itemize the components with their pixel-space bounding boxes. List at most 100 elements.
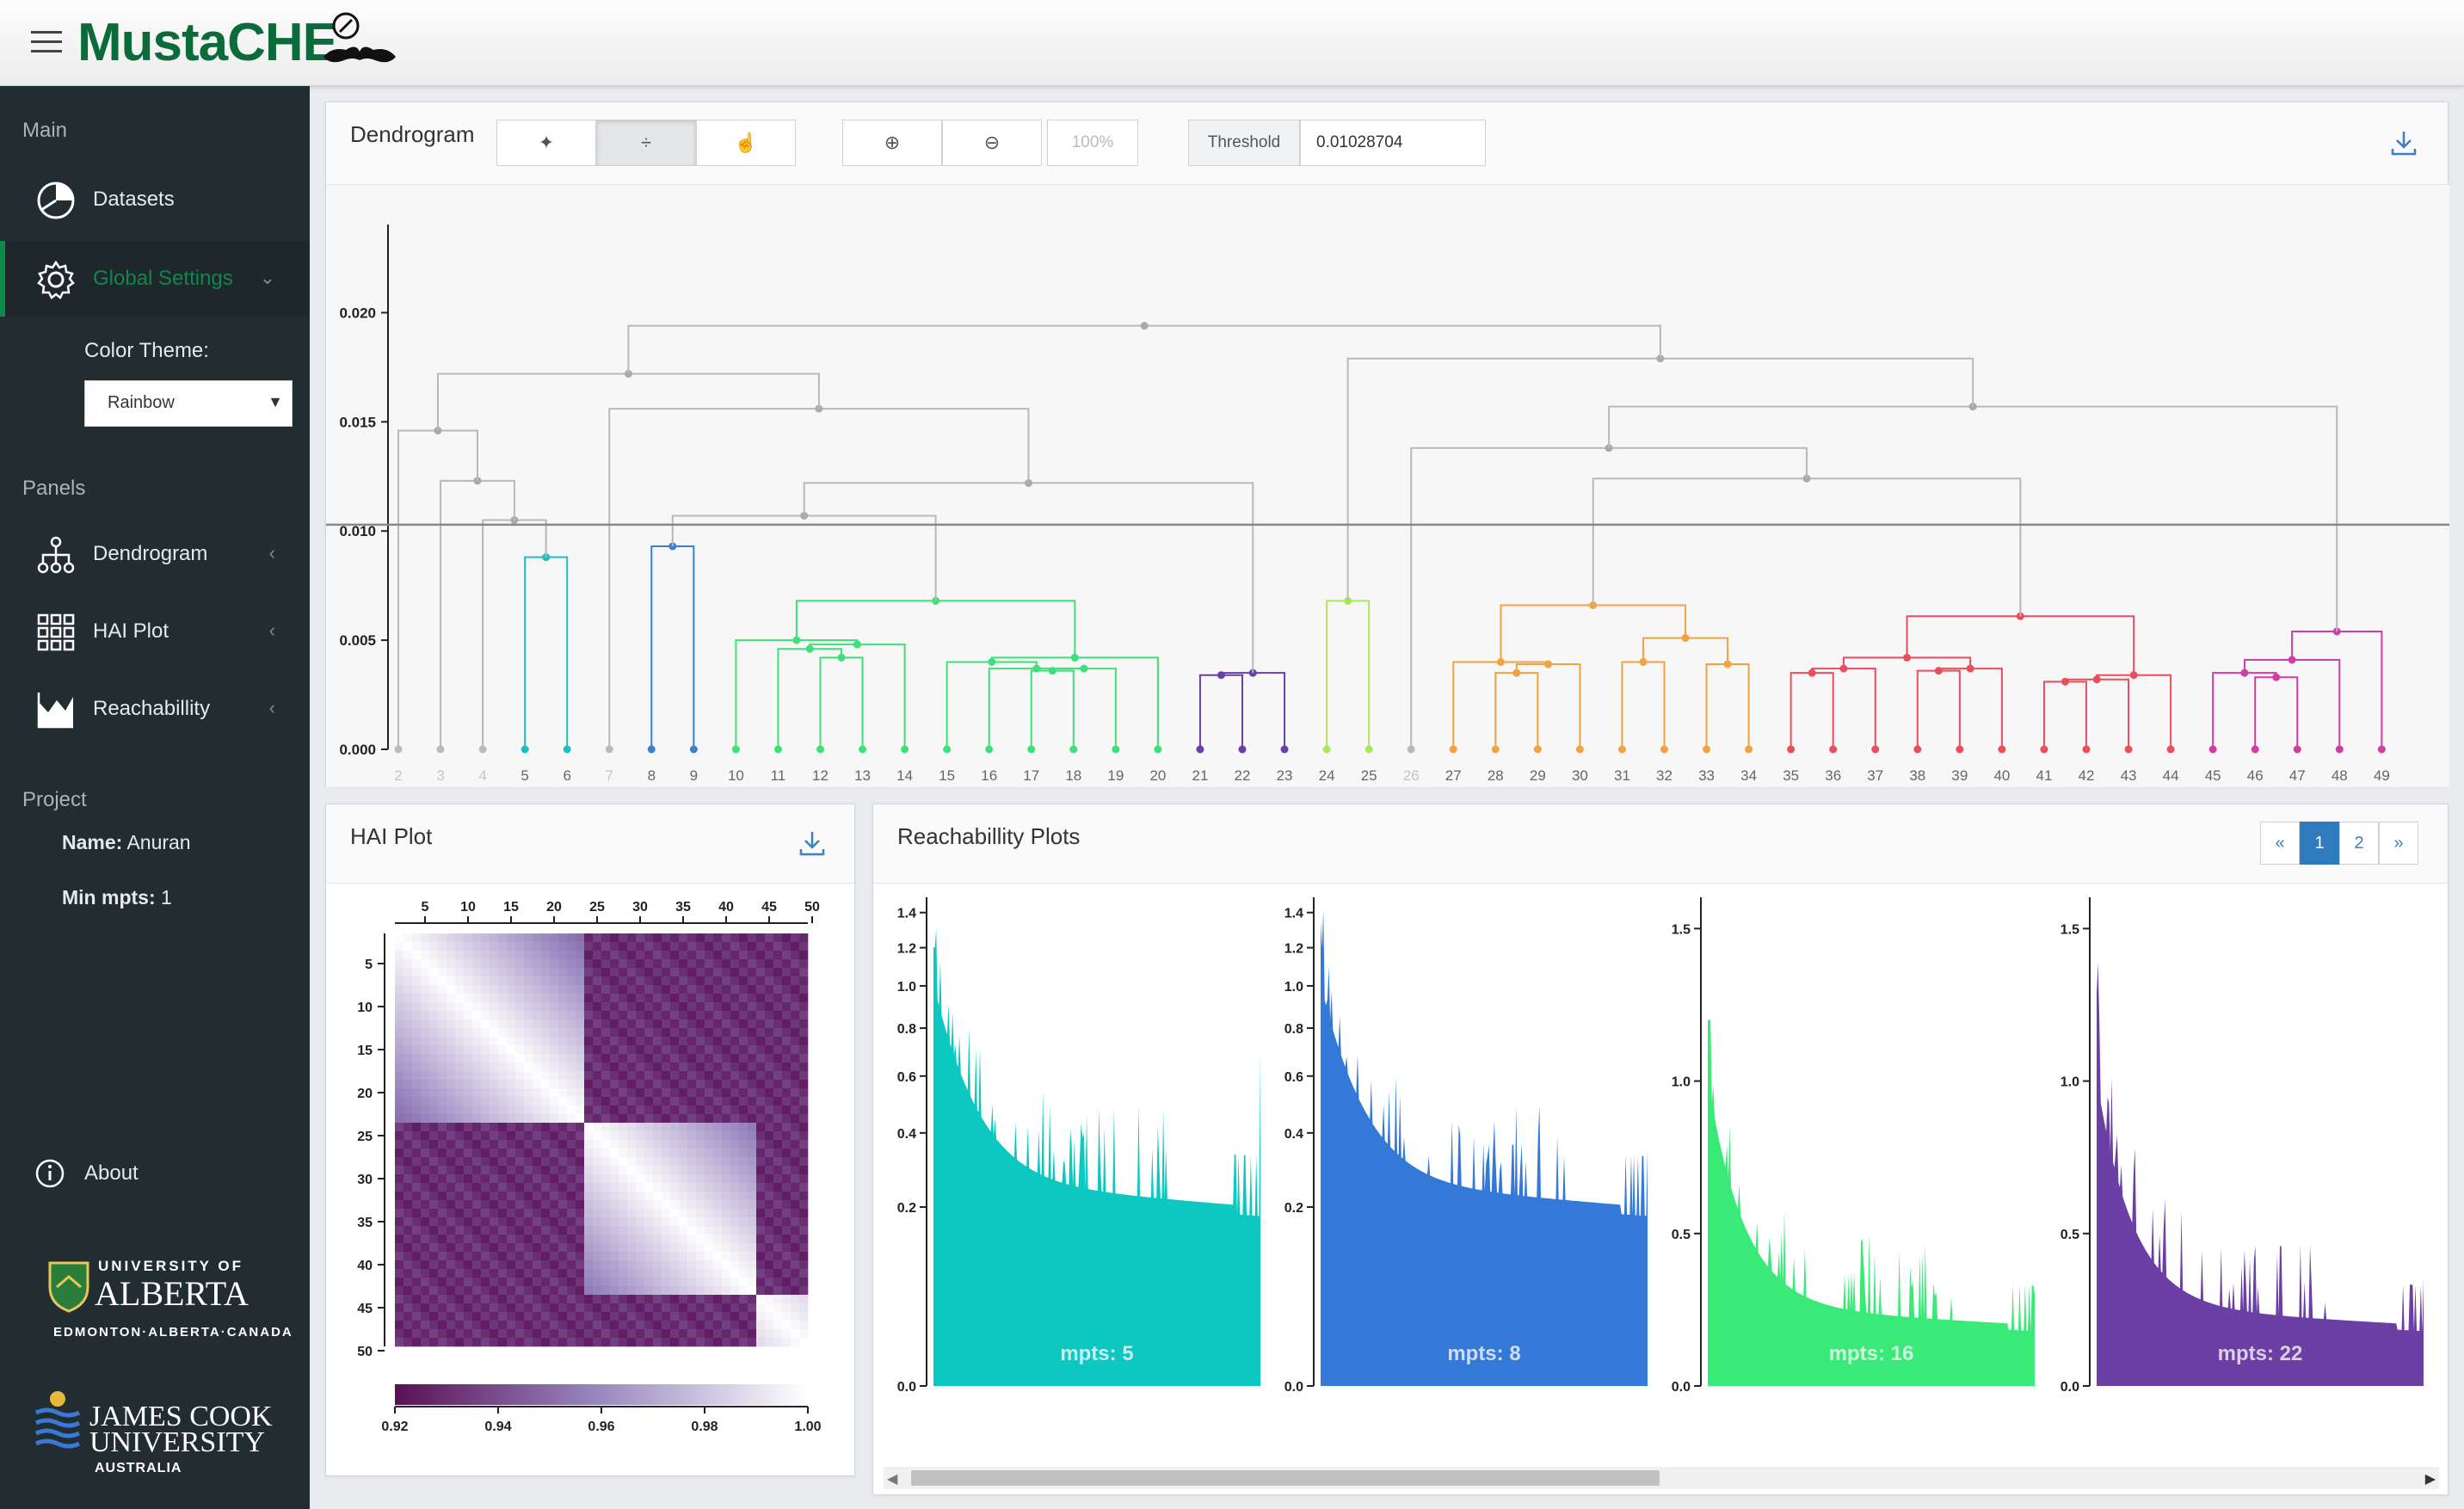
heatmap-cell bbox=[403, 1312, 413, 1321]
heatmap-cell bbox=[550, 1140, 559, 1149]
heatmap-cell bbox=[670, 1243, 680, 1253]
heatmap-cell bbox=[730, 1088, 740, 1098]
heatmap-cell bbox=[627, 1045, 637, 1055]
heatmap-cell bbox=[515, 1329, 525, 1339]
heatmap-cell bbox=[438, 1303, 447, 1313]
heatmap-cell bbox=[464, 1329, 473, 1339]
sidebar-item-about[interactable]: About bbox=[0, 1146, 310, 1206]
heatmap-cell bbox=[619, 1260, 628, 1270]
pager-page-2[interactable]: 2 bbox=[2339, 822, 2379, 865]
heatmap-cell bbox=[782, 1011, 792, 1020]
heatmap-cell bbox=[584, 968, 594, 977]
heatmap-cell bbox=[627, 1140, 637, 1149]
heatmap-cell bbox=[722, 1054, 731, 1063]
threshold-tool-button[interactable]: ÷ bbox=[596, 120, 696, 166]
heatmap-cell bbox=[705, 1088, 714, 1098]
download-icon[interactable] bbox=[2389, 128, 2418, 157]
heatmap-cell bbox=[773, 1321, 783, 1330]
heatmap-cell bbox=[558, 1312, 568, 1321]
pager-page-1[interactable]: 1 bbox=[2300, 822, 2339, 865]
sidebar-item-global-settings[interactable]: Global Settings ⌄ bbox=[0, 241, 310, 317]
heatmap-cell bbox=[610, 1252, 619, 1261]
heatmap-cell bbox=[662, 1321, 671, 1330]
heatmap-cell bbox=[472, 1028, 482, 1038]
heatmap-cell bbox=[722, 976, 731, 986]
heatmap-cell bbox=[395, 1226, 404, 1235]
heatmap-cell bbox=[722, 1106, 731, 1115]
heatmap-cell bbox=[550, 1054, 559, 1063]
heatmap-cell bbox=[636, 1200, 645, 1210]
heatmap-cell bbox=[730, 1019, 740, 1029]
heatmap-cell bbox=[705, 1166, 714, 1175]
threshold-input[interactable]: 0.01028704 bbox=[1300, 120, 1486, 166]
heatmap-cell bbox=[472, 942, 482, 952]
scrollbar-thumb[interactable] bbox=[911, 1470, 1660, 1486]
heatmap-cell bbox=[756, 976, 766, 986]
hai-heatmap[interactable]: 5 10 15 20 25 30 35 40 45 5051015202530354045500.… bbox=[326, 884, 856, 1477]
heatmap-cell bbox=[687, 1062, 697, 1072]
download-icon[interactable] bbox=[798, 828, 827, 858]
heatmap-cell bbox=[791, 976, 800, 986]
heatmap-cell bbox=[541, 1192, 551, 1201]
color-theme-select[interactable]: Rainbow ▼ bbox=[84, 380, 293, 427]
project-min-mpts: Min mpts: 1 bbox=[62, 886, 172, 909]
heatmap-cell bbox=[791, 1011, 800, 1020]
sidebar-item-hai-plot[interactable]: HAI Plot ‹ bbox=[0, 594, 310, 669]
heatmap-cell bbox=[653, 1209, 662, 1218]
heatmap-cell bbox=[515, 1045, 525, 1055]
heatmap-cell bbox=[748, 985, 757, 995]
pie-chart-icon bbox=[37, 182, 75, 219]
heatmap-cell bbox=[799, 1028, 809, 1038]
heatmap-cell bbox=[662, 1252, 671, 1261]
sidebar-item-dendrogram[interactable]: Dendrogram ‹ bbox=[0, 516, 310, 592]
pager-next[interactable]: » bbox=[2379, 822, 2418, 865]
heatmap-cell bbox=[644, 951, 654, 960]
heatmap-cell bbox=[696, 1002, 705, 1012]
sidebar-item-reachability[interactable]: Reachabillity ‹ bbox=[0, 671, 310, 747]
select-tool-button[interactable]: ✦ bbox=[496, 120, 596, 166]
heatmap-cell bbox=[507, 985, 516, 995]
scroll-left-icon[interactable]: ◀ bbox=[887, 1472, 898, 1487]
heatmap-cell bbox=[644, 1174, 654, 1184]
heatmap-cell bbox=[713, 1149, 723, 1158]
heatmap-cell bbox=[498, 1011, 508, 1020]
heatmap-cell bbox=[533, 1338, 542, 1347]
zoom-in-button[interactable]: ⊕ bbox=[842, 120, 942, 166]
sidebar-item-datasets[interactable]: Datasets bbox=[0, 162, 310, 237]
heatmap-cell bbox=[498, 1217, 508, 1227]
heatmap-cell bbox=[584, 1329, 594, 1339]
heatmap-cell bbox=[576, 1303, 585, 1313]
heatmap-cell bbox=[558, 1252, 568, 1261]
zoom-out-button[interactable]: ⊖ bbox=[942, 120, 1042, 166]
heatmap-cell bbox=[687, 959, 697, 969]
heatmap-cell bbox=[584, 942, 594, 952]
heatmap-cell bbox=[627, 1226, 637, 1235]
heatmap-cell bbox=[464, 1321, 473, 1330]
heatmap-cell bbox=[584, 1183, 594, 1192]
heatmap-cell bbox=[705, 1028, 714, 1038]
heatmap-cell bbox=[756, 1097, 766, 1106]
heatmap-cell bbox=[705, 1192, 714, 1201]
heatmap-cell bbox=[455, 1002, 465, 1012]
heatmap-cell bbox=[653, 1045, 662, 1055]
heatmap-cell bbox=[619, 959, 628, 969]
heatmap-cell bbox=[472, 994, 482, 1003]
heatmap-cell bbox=[395, 1114, 404, 1124]
menu-toggle-icon[interactable] bbox=[31, 31, 62, 53]
leaf-label: 6 bbox=[563, 767, 570, 784]
heatmap-cell bbox=[713, 1028, 723, 1038]
horizontal-scrollbar[interactable]: ◀ ▶ bbox=[884, 1467, 2439, 1489]
heatmap-cell bbox=[601, 1149, 611, 1158]
heatmap-cell bbox=[395, 968, 404, 977]
scroll-right-icon[interactable]: ▶ bbox=[2424, 1472, 2436, 1487]
heatmap-cell bbox=[541, 933, 551, 943]
heatmap-cell bbox=[722, 951, 731, 960]
heatmap-cell bbox=[782, 1183, 792, 1192]
heatmap-cell bbox=[799, 1166, 809, 1175]
pan-tool-button[interactable]: ☝ bbox=[696, 120, 796, 166]
pager-prev[interactable]: « bbox=[2260, 822, 2300, 865]
heatmap-cell bbox=[490, 1295, 499, 1304]
heatmap-cell bbox=[567, 1200, 576, 1210]
